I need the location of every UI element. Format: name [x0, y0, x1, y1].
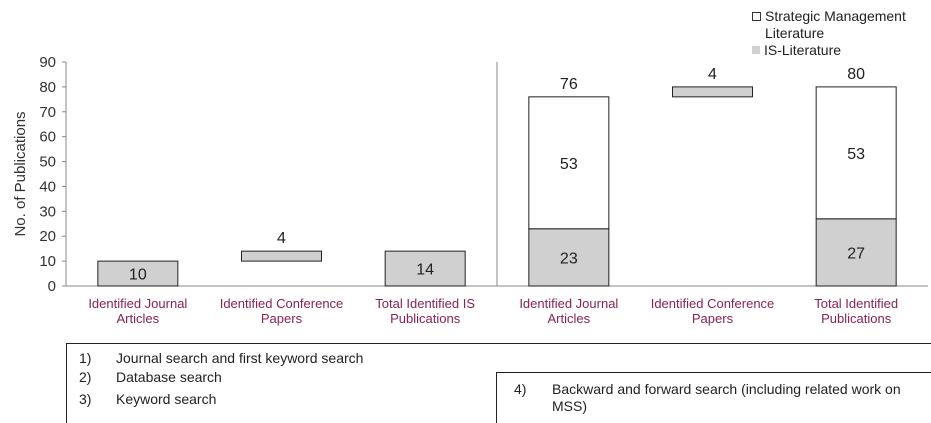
bar-is-value-label: 23	[560, 250, 578, 267]
step-4-text: Backward and forward search (including r…	[552, 381, 901, 414]
x-category-label: Papers	[261, 311, 303, 326]
bar-total-label: 4	[708, 66, 717, 83]
bar-is-literature	[97, 260, 179, 287]
x-category-label: Identified Conference	[220, 296, 344, 311]
x-category-label: Publications	[821, 311, 892, 326]
legend-label-sm-line1: Strategic Management	[765, 8, 906, 24]
legend-label-sm-line2: Literature	[765, 25, 825, 41]
bar-is-literature	[241, 250, 322, 262]
legend-label-is-literature: IS-Literature	[764, 42, 842, 58]
legend-item-strategic-management: Strategic Management Literature	[752, 8, 906, 42]
y-tick-label: 0	[48, 278, 56, 295]
bar-is-literature	[672, 86, 753, 98]
bar-is-literature	[815, 218, 897, 287]
legend-item-is-literature: IS-Literature	[752, 42, 906, 59]
x-category-label: Identified Journal	[88, 296, 187, 311]
x-category-label: Identified Journal	[519, 296, 618, 311]
y-tick-label: 80	[39, 79, 56, 96]
bar-is-value-label: 27	[847, 245, 865, 262]
step-1-number: 1)	[79, 350, 92, 366]
step-1-text: Journal search and first keyword search	[116, 350, 364, 366]
x-category-label: Identified Conference	[651, 296, 775, 311]
bar-strategic-management	[815, 86, 897, 220]
x-category-label: Papers	[692, 311, 734, 326]
bar-total-label: 80	[847, 66, 865, 83]
x-category-label: Articles	[117, 311, 160, 326]
x-category-label: Total Identified	[814, 296, 898, 311]
step-3-number: 3)	[79, 391, 92, 407]
bar-is-value-label: 14	[416, 262, 434, 279]
bar-strategic-management	[528, 96, 610, 230]
step-2-text: Database search	[116, 369, 222, 385]
bar-sm-value-label: 53	[560, 156, 578, 173]
legend-swatch-is-literature	[752, 46, 760, 54]
bar-sm-value-label: 53	[847, 146, 865, 163]
y-tick-label: 60	[39, 129, 56, 146]
bar-total-label: 4	[277, 230, 286, 247]
step-2-number: 2)	[79, 369, 92, 385]
y-tick-label: 70	[39, 104, 56, 121]
step-4-number: 4)	[514, 381, 527, 397]
bar-is-literature	[528, 228, 610, 287]
step-1: 1) Journal search and first keyword searc…	[79, 350, 363, 366]
step4-box	[496, 372, 931, 423]
x-category-label: Articles	[548, 311, 591, 326]
y-tick-label: 40	[39, 178, 56, 195]
y-axis-title: No. of Publications	[12, 111, 29, 236]
y-tick-label: 10	[39, 253, 56, 270]
x-category-label: Total Identified IS	[375, 296, 475, 311]
steps-box	[66, 343, 931, 423]
y-tick-label: 30	[39, 203, 56, 220]
x-category-label: Publications	[390, 311, 461, 326]
step-2: 2) Database search	[79, 369, 222, 385]
legend-swatch-strategic-management	[752, 12, 761, 21]
y-tick-label: 50	[39, 154, 56, 171]
bar-total-label: 76	[560, 76, 578, 93]
step-3-text: Keyword search	[116, 391, 217, 407]
y-tick-label: 90	[39, 54, 56, 71]
legend: Strategic Management Literature IS-Liter…	[752, 8, 906, 59]
legend-label-strategic-management: Strategic Management Literature	[765, 8, 906, 42]
y-tick-label: 20	[39, 228, 56, 245]
bar-is-value-label: 10	[129, 267, 147, 284]
bar-is-literature	[384, 250, 466, 287]
step-3: 3) Keyword search	[79, 391, 216, 407]
